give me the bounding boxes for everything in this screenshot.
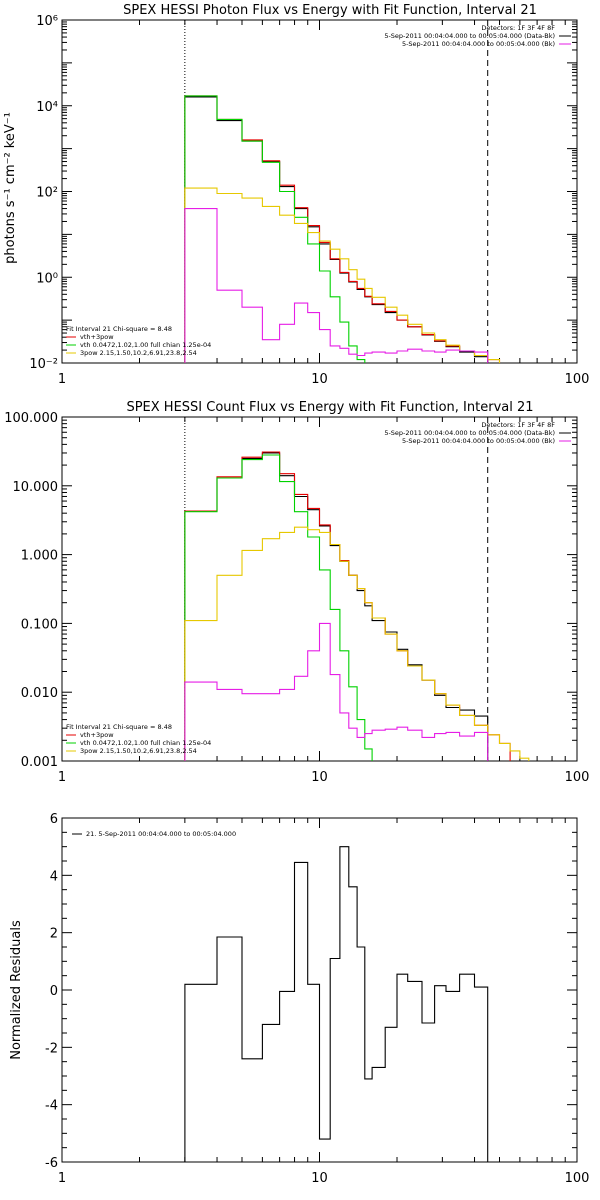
plot-layer: 1 10 100 10⁻² 10⁰ 10² 10⁴ 10⁶ Detectors: 1F 3F 4… (29, 14, 589, 387)
series-residuals-line (184, 846, 489, 1162)
x-tick-label: 10 (311, 770, 328, 785)
series-vth-line (184, 95, 366, 363)
y-tick-label: -6 (45, 1156, 58, 1171)
y-tick-label: 10⁴ (36, 100, 58, 115)
legend-text: 5-Sep-2011 00:04:04.000 to 00:05:04.000 … (384, 429, 555, 437)
chart-title: SPEX HESSI Photon Flux vs Energy with Fi… (123, 3, 537, 18)
x-tick-label: 100 (565, 1171, 590, 1186)
series-vth-3pow-line (184, 451, 511, 761)
legend-text: vth 0.0472,1.02,1.00 full chian 1.25e-04 (80, 341, 211, 349)
legend-text: Fit Interval 21 Chi-square = 8.48 (66, 723, 172, 731)
x-tick-label: 1 (58, 1171, 66, 1186)
y-axis-label: photons s⁻¹ cm⁻² keV⁻¹ (3, 112, 18, 264)
y-tick-label: 0.010 (21, 686, 58, 701)
x-tick-label: 100 (565, 770, 590, 785)
series-group (184, 451, 530, 761)
y-tick-label: -4 (45, 1099, 58, 1114)
x-tick-label: 10 (311, 372, 328, 387)
legend-text: vth+3pow (80, 333, 114, 341)
series-3pow-line (184, 526, 530, 761)
count-flux-panel: SPEX HESSI Count Flux vs Energy with Fit… (4, 400, 589, 785)
legend-text: Fit Interval 21 Chi-square = 8.48 (66, 325, 172, 333)
y-tick-label: 2 (50, 927, 58, 942)
legend-text: 3pow 2.15,1.50,10.2,6.91,23.8,2.54 (80, 747, 197, 755)
legend-text: 5-Sep-2011 00:04:04.000 to 00:05:04.000 … (402, 40, 555, 48)
legend-text: vth+3pow (80, 731, 114, 739)
y-tick-label: 10⁰ (36, 271, 58, 286)
y-tick-label: -2 (45, 1041, 58, 1056)
x-tick-label: 1 (58, 770, 66, 785)
y-tick-label: 10.000 (13, 480, 59, 495)
plot-frame (61, 19, 578, 364)
plot-layer: 1 10 100 -6 -4 -2 0 2 4 6 21. 5-Sep-2011 00:04:04.… (45, 812, 589, 1186)
legend-text: Detectors: 1F 3F 4F 8F (481, 24, 555, 32)
y-axis-label: Normalized Residuals (9, 920, 24, 1060)
y-tick-label: 10² (36, 186, 58, 201)
legend-text: 5-Sep-2011 00:04:04.000 to 00:05:04.000 … (402, 437, 555, 445)
legend-text: 21. 5-Sep-2011 00:04:04.000 to 00:05:04.… (86, 830, 236, 838)
legend-text: 5-Sep-2011 00:04:04.000 to 00:05:04.000 … (384, 32, 555, 40)
series-bk-line (184, 208, 489, 363)
chart-title: SPEX HESSI Count Flux vs Energy with Fit… (126, 400, 533, 415)
x-tick-label: 100 (565, 372, 590, 387)
series-data-bk-line (184, 96, 489, 363)
y-tick-label: 0 (50, 984, 58, 999)
y-tick-label: 0.001 (21, 755, 58, 770)
y-tick-label: 1.000 (21, 549, 58, 564)
y-tick-label: 0.100 (21, 617, 58, 632)
residuals-panel: Normalized Residuals 1 10 100 -6 -4 -2 0 2 4 6 21.… (9, 812, 589, 1186)
photon-flux-panel: SPEX HESSI Photon Flux vs Energy with Fi… (3, 3, 589, 387)
x-tick-label: 10 (311, 1171, 328, 1186)
legend-text: vth 0.0472,1.02,1.00 full chian 1.25e-04 (80, 739, 211, 747)
series-vth-3pow-line (184, 95, 501, 363)
y-tick-label: 100.000 (4, 411, 58, 426)
y-tick-label: 10⁻² (29, 357, 58, 372)
series-3pow-line (184, 187, 501, 363)
y-tick-label: 10⁶ (36, 14, 58, 29)
plot-frame (61, 416, 578, 762)
series-group (184, 95, 501, 363)
y-tick-label: 4 (50, 869, 58, 884)
legend-text: 3pow 2.15,1.50,10.2,6.91,23.8,2.54 (80, 349, 197, 357)
series-bk-line (184, 622, 489, 761)
plot-layer: 1 10 100 0.001 0.010 0.100 1.000 10.000 100.000 D… (4, 411, 589, 785)
series-vth-line (184, 454, 373, 761)
legend-text: Detectors: 1F 3F 4F 8F (481, 421, 555, 429)
y-tick-label: 6 (50, 812, 58, 827)
series-group (184, 846, 489, 1162)
x-tick-label: 1 (58, 372, 66, 387)
series-data-bk-line (184, 452, 489, 761)
